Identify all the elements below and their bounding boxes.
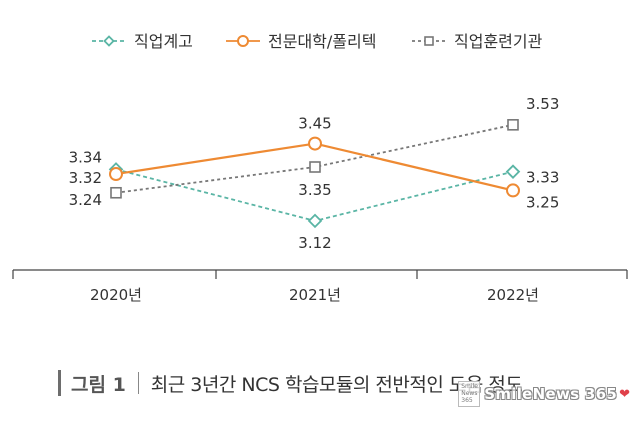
legend-marker-square-icon: [424, 36, 434, 46]
data-label: 3.24: [69, 191, 102, 209]
legend-marker-diamond-icon: [103, 35, 115, 47]
x-tick-label: 2021년: [289, 286, 341, 304]
data-point-circle: [308, 136, 322, 151]
figure-caption: 그림 1 최근 3년간 NCS 학습모듈의 전반적인 도움 정도: [58, 366, 523, 400]
data-label: 3.33: [526, 169, 559, 187]
legend-marker-circle-icon: [237, 35, 249, 47]
data-point-circle: [109, 167, 123, 182]
data-point-circle: [506, 183, 520, 198]
data-point-diamond: [307, 213, 323, 229]
figure-number: 그림 1: [71, 373, 126, 396]
data-label: 3.53: [526, 95, 559, 113]
legend-label: 직업계고: [134, 32, 193, 51]
x-tick-label: 2022년: [487, 286, 539, 304]
data-label: 3.12: [298, 234, 331, 252]
heart-icon: ❤: [619, 386, 630, 402]
series-markers: [108, 119, 521, 229]
caption-divider: [137, 372, 139, 394]
data-label: 3.45: [298, 115, 331, 133]
data-point-square: [309, 161, 321, 173]
data-labels: 3.34 3.12 3.33 3.32 3.45 3.25 3.24 3.35 3.53: [69, 95, 560, 252]
watermark-badge: Smile News 365: [458, 381, 481, 407]
data-point-square: [110, 186, 122, 199]
legend-label: 전문대학/폴리텍: [268, 32, 376, 51]
watermark: Smile News 365 SmileNews 365 ❤: [458, 381, 630, 407]
data-label: 3.25: [526, 193, 559, 211]
data-point-diamond: [505, 164, 521, 179]
data-label: 3.35: [298, 181, 331, 199]
x-axis: 2020년 2021년 2022년: [12, 269, 628, 304]
data-label: 3.34: [69, 148, 102, 166]
watermark-text: SmileNews 365: [484, 385, 618, 403]
x-tick-label: 2020년: [90, 286, 142, 304]
data-label: 3.32: [69, 169, 102, 187]
figure-title: 최근 3년간 NCS 학습모듈의 전반적인 도움 정도: [150, 373, 523, 396]
data-point-square: [507, 119, 519, 131]
caption-bar: [58, 370, 61, 396]
legend-label: 직업훈련기관: [454, 32, 543, 51]
chart-legend: 직업계고 전문대학/폴리텍 직업훈련기관: [92, 32, 543, 51]
